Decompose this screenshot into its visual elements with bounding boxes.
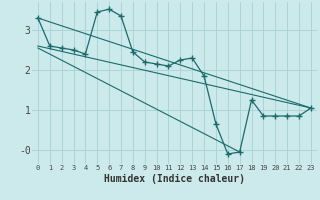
X-axis label: Humidex (Indice chaleur): Humidex (Indice chaleur) (104, 174, 245, 184)
